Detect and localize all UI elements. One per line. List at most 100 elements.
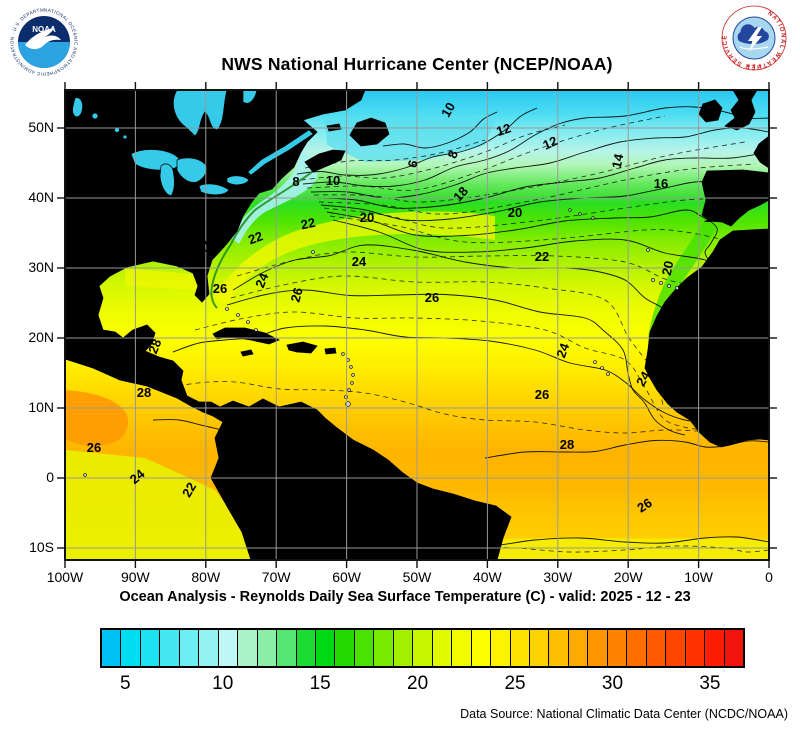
page-title: NWS National Hurricane Center (NCEP/NOAA… [221,54,613,74]
lake-michigan [159,163,175,197]
x-axis-label: 80W [191,569,221,585]
land-france [753,135,769,169]
small-islands [83,208,679,477]
nws-logo: NATIONAL WEATHER SERVICE ★ ★ ★ [720,4,788,72]
colorbar-segment [646,630,667,666]
noaa-wordmark: NOAA [32,25,56,34]
colorbar-segment [607,630,628,666]
contour-label: 22 [299,215,316,233]
colorbar-segment [705,630,725,666]
contour-label: 10 [438,100,458,120]
contour-label: 28 [560,437,574,452]
colorbar-segment [121,630,141,666]
colorbar-segment [413,630,433,666]
contour-label: 22 [179,480,199,500]
nws-stars: ★ ★ ★ [746,63,763,69]
contour-label: 28 [137,385,151,400]
colorbar-tick-label: 20 [407,673,429,694]
contour-label: 18 [704,210,718,225]
contour-label: 26 [213,281,227,296]
contour-label: 26 [535,387,549,402]
colorbar-segment [315,630,336,666]
contour-label: 26 [288,286,306,304]
graticule [65,90,769,560]
contour-label: 22 [535,249,549,264]
sst-map-canvas: 8 106810121214161818202022221424262426262… [57,82,777,568]
lake-huron [176,157,207,183]
st-lawrence-river [247,129,314,176]
lake-erie [198,183,230,196]
contour-label: 16 [654,176,668,191]
data-source-note: Data Source: National Climatic Data Cent… [460,707,788,721]
axis-ticks [57,82,777,568]
colorbar-segment [218,630,239,666]
colorbar-segment [296,630,316,666]
colorbar-segment [491,630,511,666]
land-hispaniola [286,341,318,354]
x-axis-label: 10W [684,569,713,585]
contour-label: 14 [609,152,627,170]
land-nova-scotia [304,149,346,173]
colorbar-segment [160,630,180,666]
colorbar-segment [627,630,647,666]
colorbar-segment [685,630,706,666]
y-axis-label: 50N [28,119,54,135]
colorbar-segment [471,630,492,666]
colorbar-segment [510,630,530,666]
contour-label: 8 [444,148,461,160]
y-axis-label: 30N [28,259,54,275]
y-axis-label: 10N [28,399,54,415]
colorbar-tick-label: 5 [120,673,131,694]
contour-label: 6 [404,158,420,169]
colorbar-tick-label: 15 [309,673,331,694]
contour-label: 20 [659,259,677,276]
y-axis-label: 0 [46,469,54,485]
colorbar [100,628,745,668]
x-axis-label: 0 [765,569,773,585]
colorbar-segment [393,630,414,666]
y-axis-label: 20N [28,329,54,345]
colorbar-segment [549,630,569,666]
x-axis-label: 90W [120,569,150,585]
colorbar-segment [335,630,355,666]
land-puerto-rico [324,347,337,355]
colorbar-segment [354,630,375,666]
contour-label: 24 [252,270,272,290]
lake-ontario [226,175,250,186]
colorbar-segment [666,630,686,666]
colorbar-segment [529,630,550,666]
y-axis-label: 10S [29,539,54,555]
colorbar-segment [724,630,743,666]
colorbar-segment [140,630,161,666]
gulf-stream-front [210,167,318,309]
contour-label: 24 [553,340,572,359]
noaa-logo: NATIONAL OCEANIC AND ATMOSPHERIC ADMINIS… [8,6,80,78]
x-axis-label: 70W [261,569,291,585]
x-axis-label: 100W [46,569,84,585]
colorbar-segment [277,630,297,666]
contour-label: 12 [540,133,559,153]
contour-label: 20 [360,210,374,225]
x-axis-label: 20W [613,569,643,585]
colorbar-segment [432,630,453,666]
colorbar-tick-label: 10 [212,673,234,694]
contour-label: 24 [352,254,367,269]
colorbar-segment [374,630,394,666]
colorbar-segment [199,630,219,666]
x-axis-label: 50W [402,569,432,585]
colorbar-segment [238,630,258,666]
nws-logo-icon: NATIONAL WEATHER SERVICE ★ ★ ★ [721,5,787,71]
x-axis-label: 30W [543,569,573,585]
contour-label: 26 [634,495,654,515]
land-jamaica [240,349,254,357]
map-frame [64,89,770,561]
map-caption: Ocean Analysis - Reynolds Daily Sea Surf… [119,589,691,605]
contour-label: 22 [246,228,265,247]
x-axis-label: 60W [332,569,361,585]
colorbar-tick-label: 35 [699,673,721,694]
land-great-britain [724,90,758,131]
colorbar-segment [179,630,200,666]
contour-label: 10 [326,173,340,188]
colorbar-tick-label: 25 [504,673,526,694]
